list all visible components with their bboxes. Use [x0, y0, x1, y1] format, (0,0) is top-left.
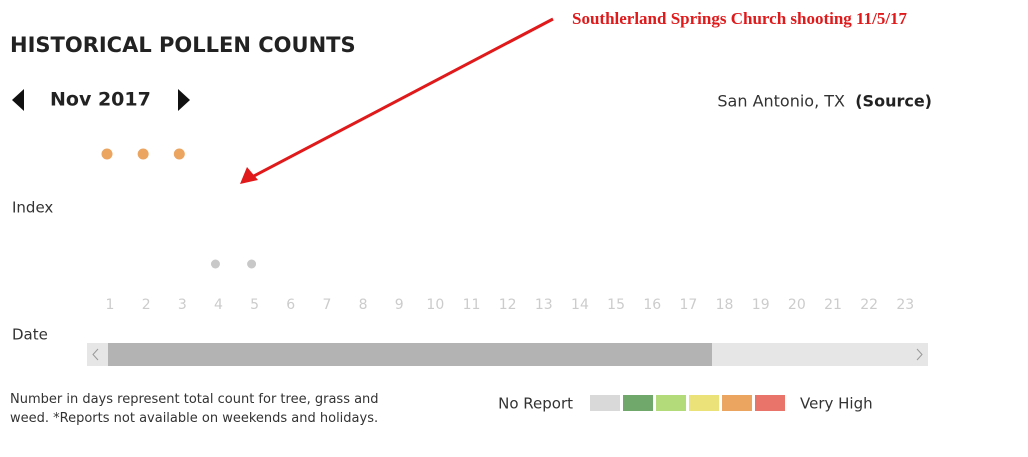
- day-label: 15: [607, 297, 625, 313]
- legend-swatch: [590, 395, 620, 411]
- day-label: 14: [571, 297, 589, 313]
- legend-swatch: [689, 395, 719, 411]
- x-label: Date: [12, 326, 48, 344]
- day-label: 2: [142, 297, 151, 313]
- month: Nov 2017: [50, 89, 151, 111]
- note-box: Number in days represent total count for…: [10, 392, 379, 426]
- legend-swatch: [722, 395, 752, 411]
- arrow-head: [240, 167, 258, 184]
- day-label: 6: [286, 297, 295, 313]
- day-label: 13: [535, 297, 553, 313]
- pollen-dot: [173, 148, 185, 160]
- scroll-right[interactable]: [916, 348, 923, 361]
- y-label: Index: [12, 199, 53, 217]
- prev-month[interactable]: [12, 89, 24, 111]
- annotation-arrow: [251, 17, 554, 179]
- day-label: 10: [426, 297, 444, 313]
- day-label: 3: [178, 297, 187, 313]
- legend-swatch: [755, 395, 785, 411]
- source-link[interactable]: (Source): [855, 92, 932, 111]
- location: San Antonio, TX: [717, 92, 845, 111]
- day-label: 4: [214, 297, 223, 313]
- day-label: 20: [788, 297, 806, 313]
- legend-high: Very High: [800, 395, 873, 413]
- title: HISTORICAL POLLEN COUNTS: [10, 33, 356, 57]
- legend-low: No Report: [498, 395, 573, 413]
- legend-swatch: [623, 395, 653, 411]
- pollen-dot: [101, 148, 113, 160]
- note: Number in days represent total count for…: [10, 392, 379, 426]
- scroll-left[interactable]: [92, 348, 99, 361]
- day-label: 1: [106, 297, 115, 313]
- legend-swatch: [656, 395, 686, 411]
- day-label: 18: [716, 297, 734, 313]
- pollen-dot: [137, 148, 149, 160]
- day-label: 8: [359, 297, 368, 313]
- pollen-dot: [247, 259, 257, 269]
- day-label: 11: [463, 297, 481, 313]
- day-label: 23: [896, 297, 914, 313]
- annotation: Southlerland Springs Church shooting 11/…: [572, 9, 908, 28]
- next-month[interactable]: [178, 89, 190, 111]
- day-label: 9: [395, 297, 404, 313]
- pollen-dot: [210, 259, 220, 269]
- day-label: 17: [679, 297, 697, 313]
- day-label: 19: [752, 297, 770, 313]
- day-label: 16: [643, 297, 661, 313]
- day-label: 21: [824, 297, 842, 313]
- scroll-thumb[interactable]: [108, 343, 712, 366]
- day-label: 5: [250, 297, 259, 313]
- day-label: 7: [322, 297, 331, 313]
- day-label: 12: [499, 297, 517, 313]
- day-label: 22: [860, 297, 878, 313]
